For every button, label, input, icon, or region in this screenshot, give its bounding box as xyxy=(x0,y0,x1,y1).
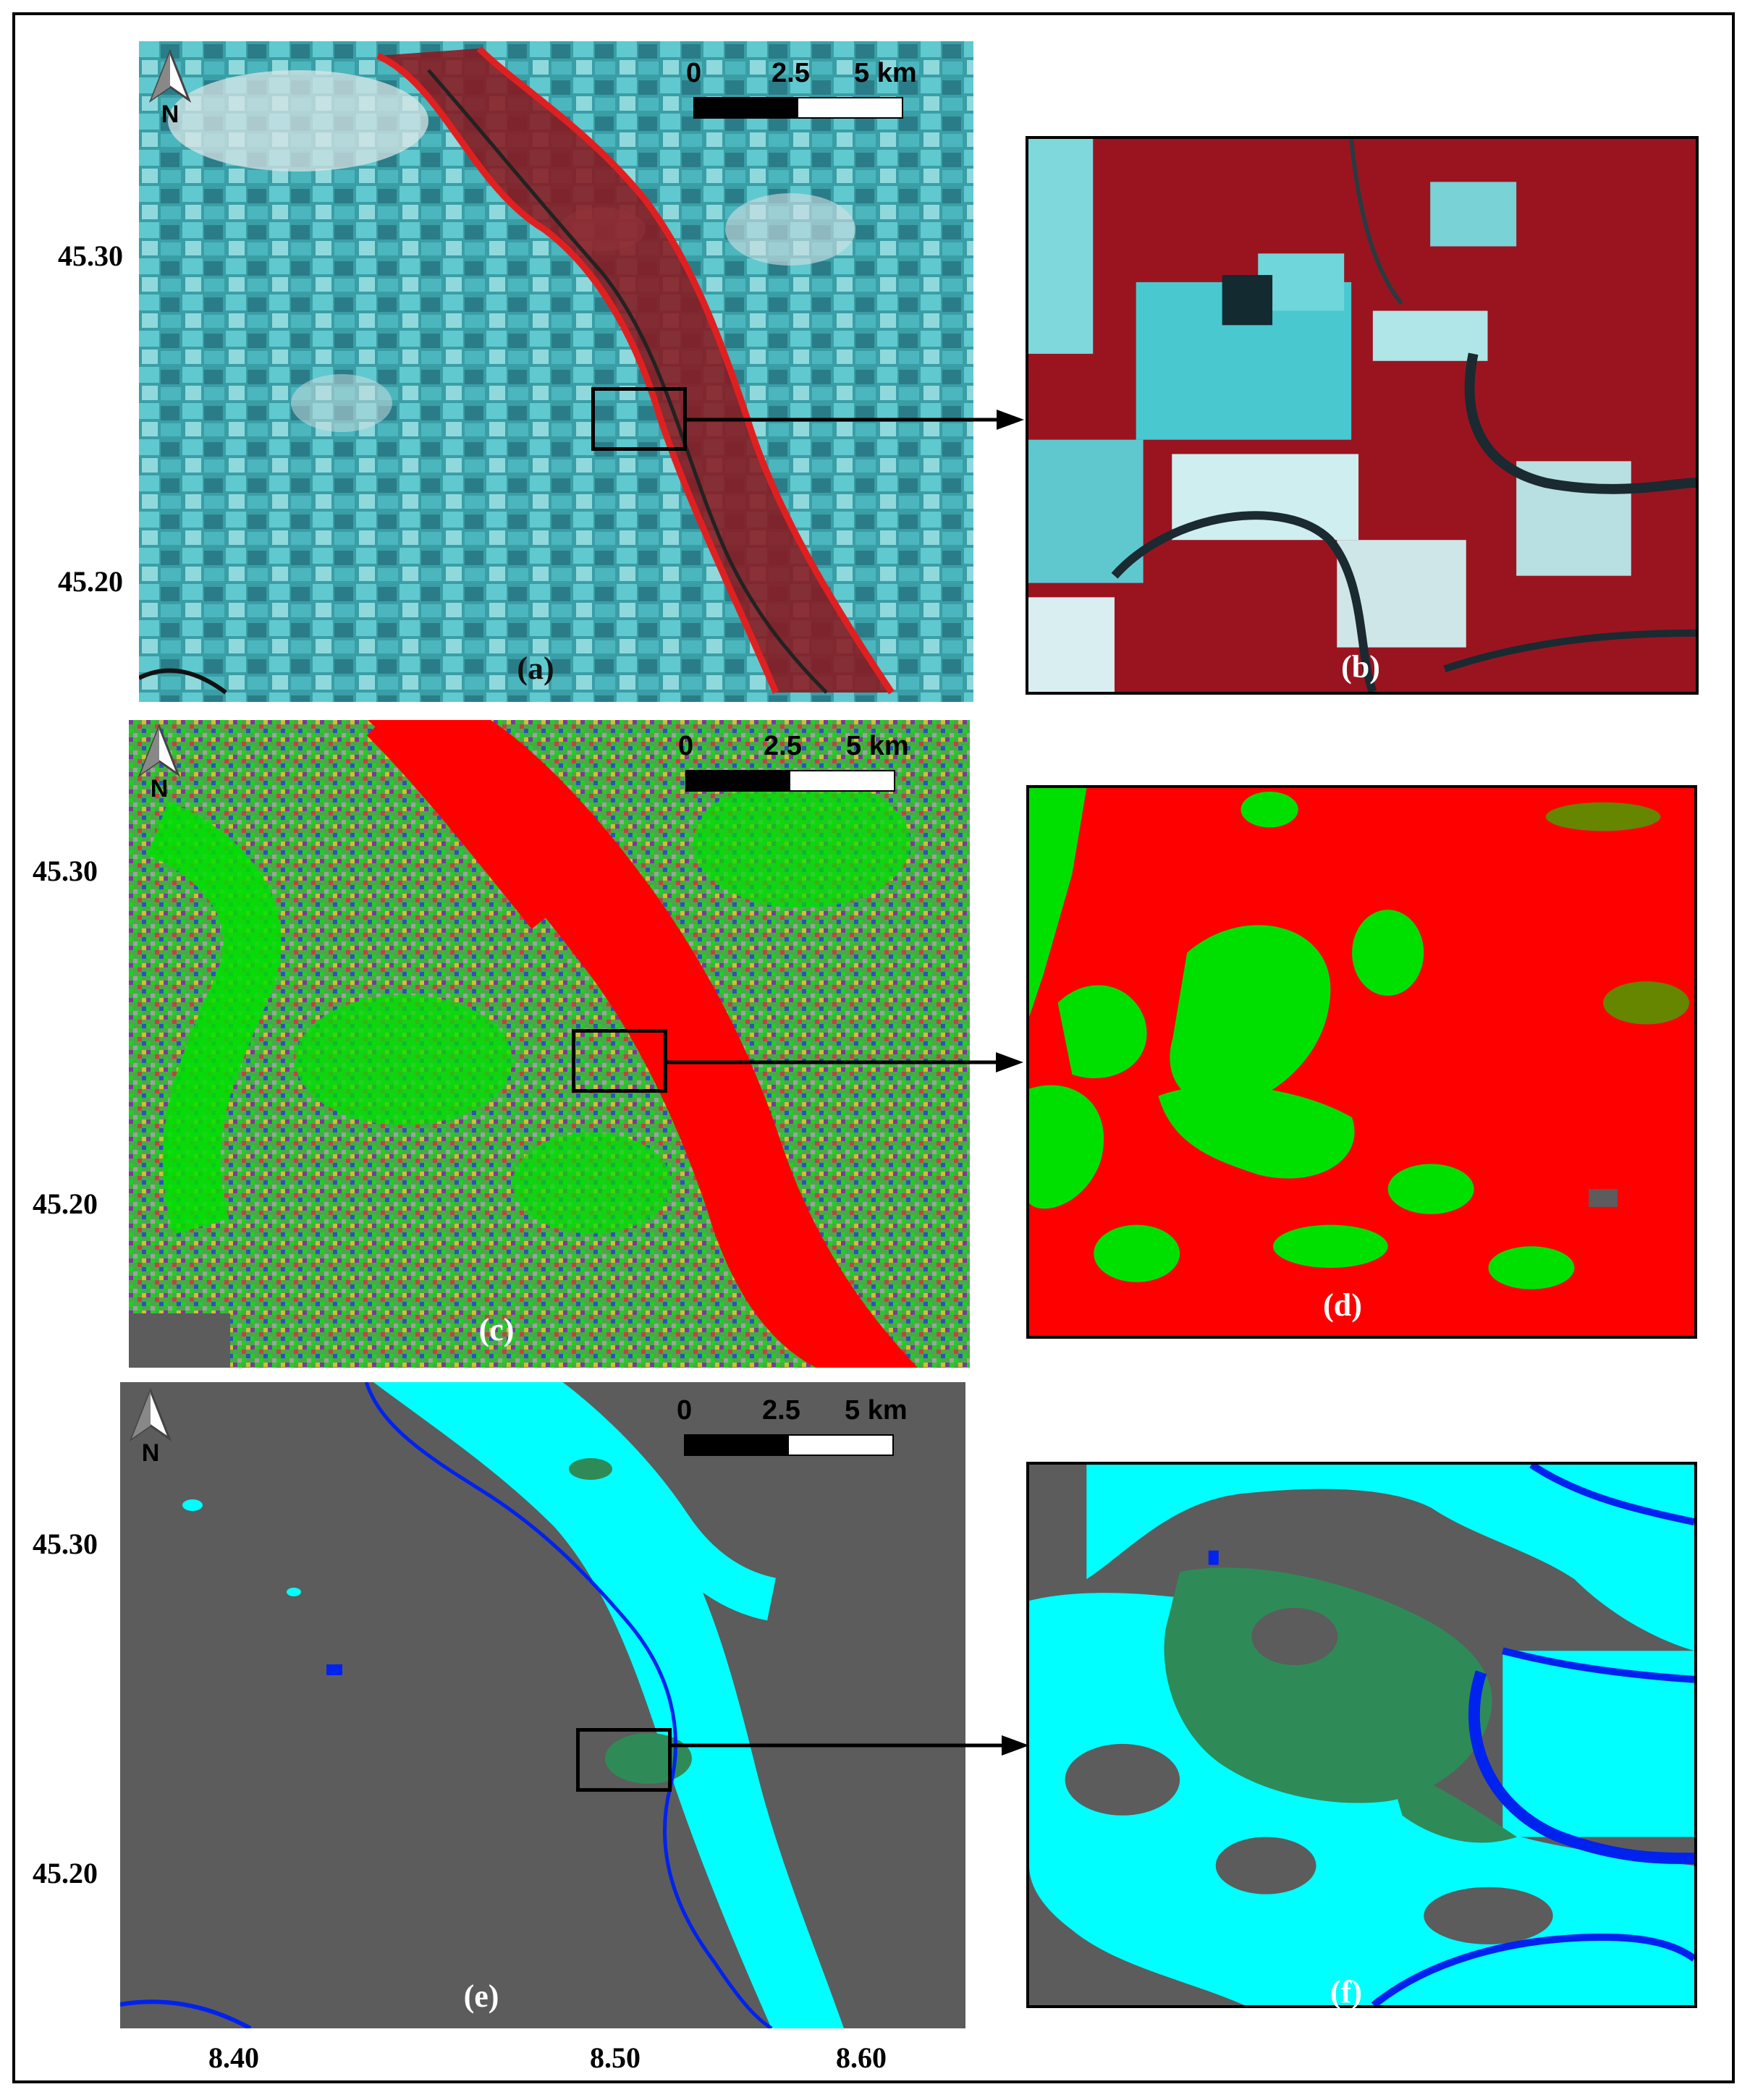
panel-d-inset xyxy=(1026,785,1697,1339)
panel-b-label: (b) xyxy=(1341,649,1380,685)
lat-label-c-2: 45.20 xyxy=(33,1187,98,1220)
panel-b-inset xyxy=(1026,136,1699,695)
scale-tick-0: 0 xyxy=(678,731,694,761)
zoom-box-c xyxy=(572,1029,667,1093)
north-arrow-icon xyxy=(148,48,192,103)
lon-label-1: 8.40 xyxy=(208,2041,259,2074)
zoom-box-e xyxy=(576,1728,672,1792)
panel-a-label: (a) xyxy=(517,651,554,686)
zoom-arrow-a xyxy=(684,410,1024,430)
panel-a-map xyxy=(139,41,973,702)
lon-label-3: 8.60 xyxy=(836,2041,887,2074)
north-arrow-e: N xyxy=(122,1387,179,1468)
scale-tick-5km: 5 km xyxy=(854,58,917,88)
zoom-box-a xyxy=(591,387,687,451)
lat-label-c-1: 45.30 xyxy=(33,855,98,887)
lon-label-2: 8.50 xyxy=(590,2041,641,2074)
north-arrow-icon xyxy=(129,1387,172,1442)
scale-bar-c: 0 2.5 5 km xyxy=(678,731,910,803)
lat-label-e-2: 45.20 xyxy=(33,1857,98,1889)
lat-label-e-1: 45.30 xyxy=(33,1528,98,1560)
panel-e-map xyxy=(120,1382,965,2028)
scale-bar-a: 0 2.5 5 km xyxy=(686,58,918,130)
zoom-arrow-c xyxy=(667,1052,1023,1072)
panel-f-label: (f) xyxy=(1330,1974,1362,2010)
north-arrow-a: N xyxy=(141,48,199,129)
scale-tick-2-5: 2.5 xyxy=(762,1395,800,1426)
lat-label-a-1: 45.30 xyxy=(58,240,123,272)
north-arrow-c: N xyxy=(130,723,188,803)
zoom-arrow-e xyxy=(672,1735,1029,1756)
scale-tick-5km: 5 km xyxy=(845,1395,908,1426)
north-label: N xyxy=(161,101,179,128)
panel-f-inset xyxy=(1026,1462,1697,2008)
scale-tick-0: 0 xyxy=(677,1395,693,1426)
scale-tick-2-5: 2.5 xyxy=(772,58,810,88)
scale-tick-0: 0 xyxy=(686,58,702,88)
north-label: N xyxy=(141,1439,160,1467)
north-label: N xyxy=(150,775,169,803)
figure-frame xyxy=(12,12,1735,2083)
scale-tick-5km: 5 km xyxy=(846,731,909,761)
panel-c-map xyxy=(129,720,970,1368)
lat-label-a-2: 45.20 xyxy=(58,565,123,598)
scale-bar-e: 0 2.5 5 km xyxy=(677,1395,908,1468)
panel-c-label: (c) xyxy=(478,1312,515,1347)
scale-tick-2-5: 2.5 xyxy=(764,731,802,761)
north-arrow-icon xyxy=(138,723,181,778)
panel-d-label: (d) xyxy=(1323,1287,1362,1323)
panel-e-label: (e) xyxy=(463,1978,499,2014)
